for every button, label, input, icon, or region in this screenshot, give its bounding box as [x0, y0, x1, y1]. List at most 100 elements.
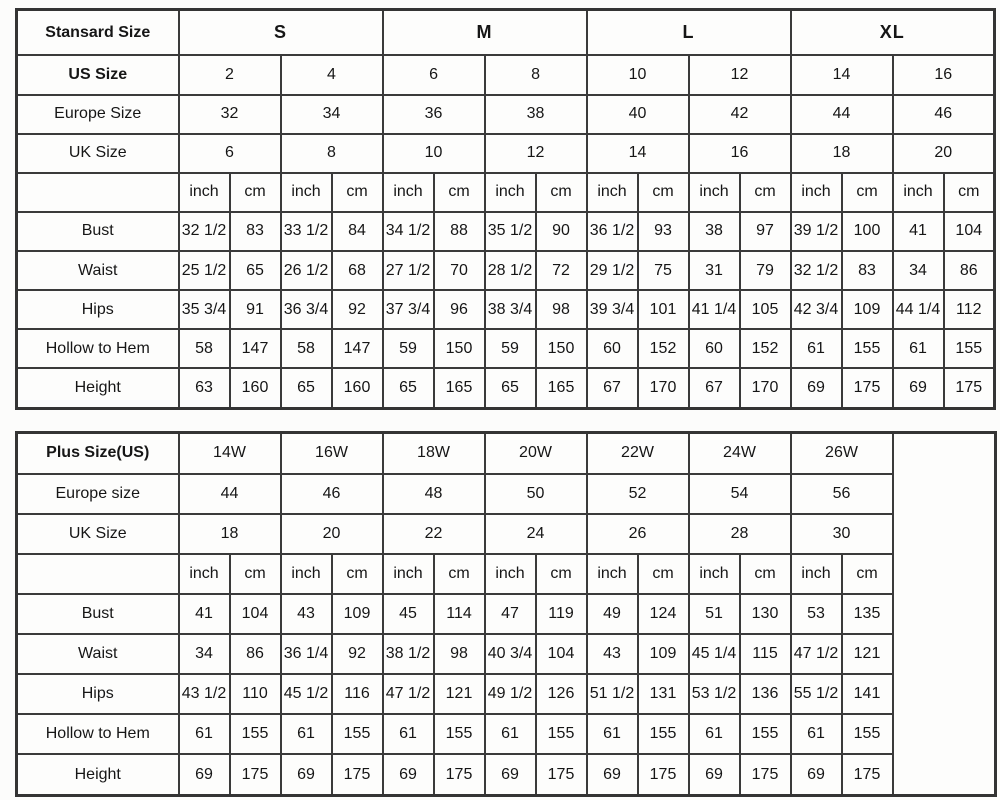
value-cell: 98: [432, 633, 486, 676]
unit-cell: cm: [738, 552, 792, 595]
value-cell: 126: [534, 673, 588, 716]
value-cell: 55 1/2: [789, 673, 843, 716]
value-cell: 61: [483, 713, 537, 756]
table-row: Waist 25 1/2 65 26 1/2 68 27 1/2 70 28 1/2 72 29 …: [15, 249, 996, 292]
size-value-cell: 18: [177, 512, 282, 555]
unit-cell: inch: [687, 552, 741, 595]
value-cell: 175: [738, 753, 792, 797]
size-value-cell: 36: [381, 93, 486, 135]
unit-cell: cm: [228, 171, 282, 213]
value-cell: 39 1/2: [789, 210, 843, 253]
value-cell: 34: [891, 249, 945, 292]
value-cell: 34: [177, 633, 231, 676]
row-label: Europe size: [15, 472, 180, 515]
value-cell: 40 3/4: [483, 633, 537, 676]
value-cell: 34 1/2: [381, 210, 435, 253]
size-value-cell: 16: [891, 54, 996, 96]
value-cell: 135: [840, 592, 894, 636]
value-cell: 101: [636, 289, 690, 331]
value-cell: 65: [228, 249, 282, 292]
size-value-cell: 18: [789, 132, 894, 174]
value-cell: 109: [330, 592, 384, 636]
value-cell: 104: [942, 210, 996, 253]
value-cell: 49 1/2: [483, 673, 537, 716]
value-cell: 175: [840, 367, 894, 410]
value-cell: 69: [585, 753, 639, 797]
value-cell: 121: [840, 633, 894, 676]
unit-cell: inch: [687, 171, 741, 213]
value-cell: 69: [687, 753, 741, 797]
unit-cell: cm: [840, 552, 894, 595]
value-cell: 152: [738, 328, 792, 370]
value-cell: 43 1/2: [177, 673, 231, 716]
table-row: Europe size 44 46 48 50 52 54 56: [15, 472, 996, 515]
value-cell: 90: [534, 210, 588, 253]
value-cell: 72: [534, 249, 588, 292]
value-cell: 38: [687, 210, 741, 253]
value-cell: 175: [534, 753, 588, 797]
value-cell: 65: [483, 367, 537, 410]
value-cell: 96: [432, 289, 486, 331]
size-value-cell: 30: [789, 512, 894, 555]
value-cell: 68: [330, 249, 384, 292]
value-cell: 44 1/4: [891, 289, 945, 331]
value-cell: 155: [432, 713, 486, 756]
unit-cell: inch: [177, 552, 231, 595]
row-label: Hips: [15, 289, 180, 331]
value-cell: 45: [381, 592, 435, 636]
value-cell: 155: [942, 328, 996, 370]
unit-cell: inch: [891, 171, 945, 213]
value-cell: 45 1/2: [279, 673, 333, 716]
table-row: Hollow to Hem 61 155 61 155 61 155 61 155 61 155 61…: [15, 713, 996, 756]
value-cell: 112: [942, 289, 996, 331]
value-cell: 49: [585, 592, 639, 636]
value-cell: 32 1/2: [789, 249, 843, 292]
value-cell: 109: [636, 633, 690, 676]
value-cell: 124: [636, 592, 690, 636]
table-row: Bust 41 104 43 109 45 114 47 119 49 124 51 130 53 135: [15, 592, 996, 636]
size-value-cell: 56: [789, 472, 894, 515]
size-value-cell: 16: [687, 132, 792, 174]
size-value-cell: 52: [585, 472, 690, 515]
size-value-cell: 12: [687, 54, 792, 96]
size-group-header: L: [585, 8, 792, 57]
value-cell: 26 1/2: [279, 249, 333, 292]
value-cell: 58: [177, 328, 231, 370]
value-cell: 69: [789, 367, 843, 410]
size-value-cell: 6: [177, 132, 282, 174]
unit-cell: inch: [585, 552, 639, 595]
value-cell: 41: [177, 592, 231, 636]
unit-cell: inch: [789, 552, 843, 595]
value-cell: 155: [534, 713, 588, 756]
value-cell: 100: [840, 210, 894, 253]
value-cell: 29 1/2: [585, 249, 639, 292]
value-cell: 35 3/4: [177, 289, 231, 331]
value-cell: 69: [483, 753, 537, 797]
value-cell: 150: [432, 328, 486, 370]
value-cell: 155: [636, 713, 690, 756]
value-cell: 155: [738, 713, 792, 756]
unit-cell: inch: [789, 171, 843, 213]
value-cell: 33 1/2: [279, 210, 333, 253]
value-cell: 32 1/2: [177, 210, 231, 253]
value-cell: 114: [432, 592, 486, 636]
value-cell: 131: [636, 673, 690, 716]
value-cell: 58: [279, 328, 333, 370]
value-cell: 61: [789, 328, 843, 370]
size-value-cell: 48: [381, 472, 486, 515]
size-value-cell: 10: [381, 132, 486, 174]
value-cell: 155: [840, 328, 894, 370]
value-cell: 45 1/4: [687, 633, 741, 676]
size-value-cell: 44: [789, 93, 894, 135]
standard-size-table: Stansard Size S M L XL US Size 2 4 6 8 10 12 14 16 Eur…: [15, 8, 997, 410]
unit-cell: cm: [636, 171, 690, 213]
value-cell: 69: [381, 753, 435, 797]
table-row: Stansard Size S M L XL: [15, 8, 996, 57]
value-cell: 175: [636, 753, 690, 797]
value-cell: 43: [279, 592, 333, 636]
value-cell: 43: [585, 633, 639, 676]
value-cell: 92: [330, 289, 384, 331]
unit-cell: inch: [177, 171, 231, 213]
value-cell: 60: [585, 328, 639, 370]
row-label: Europe Size: [15, 93, 180, 135]
